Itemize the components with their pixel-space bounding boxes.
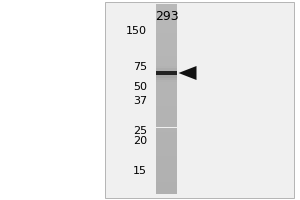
Bar [156, 35, 177, 37]
Bar [156, 168, 177, 170]
Bar [156, 21, 177, 23]
Bar [156, 66, 177, 68]
Bar [156, 144, 177, 146]
Bar [156, 132, 177, 135]
Bar [156, 182, 177, 184]
Bar [156, 40, 177, 42]
Bar [156, 63, 177, 66]
Bar [156, 94, 177, 97]
Bar [156, 123, 177, 125]
Text: 150: 150 [126, 26, 147, 36]
Bar [156, 71, 177, 75]
Bar [156, 47, 177, 49]
Bar [156, 192, 177, 194]
Bar [156, 130, 177, 132]
Bar [105, 2, 294, 198]
Bar [156, 158, 177, 161]
Bar [156, 154, 177, 156]
Bar [156, 6, 177, 9]
Bar [156, 137, 177, 139]
Bar [156, 118, 177, 120]
Bar [156, 82, 177, 85]
Bar [156, 161, 177, 163]
Text: 293: 293 [155, 10, 178, 23]
Bar [156, 18, 177, 21]
Bar [156, 59, 177, 61]
Bar [156, 14, 177, 16]
Bar [156, 142, 177, 144]
Bar [156, 87, 177, 90]
Bar [156, 113, 177, 116]
Bar [156, 68, 177, 71]
Bar [156, 108, 177, 111]
Bar [156, 80, 177, 82]
Text: 37: 37 [133, 96, 147, 106]
Bar [156, 101, 177, 104]
Bar [156, 151, 177, 154]
Bar [156, 78, 177, 80]
Bar [156, 146, 177, 149]
Bar [156, 125, 177, 128]
Bar [156, 28, 177, 30]
Bar [156, 177, 177, 180]
Bar [156, 73, 177, 75]
Bar [156, 116, 177, 118]
Bar [156, 25, 177, 28]
Bar [156, 51, 177, 54]
Bar [156, 187, 177, 189]
Bar [156, 99, 177, 101]
Bar [156, 111, 177, 113]
Bar [156, 37, 177, 40]
Bar [156, 42, 177, 44]
Bar [156, 128, 177, 130]
Bar [156, 135, 177, 137]
Bar [156, 189, 177, 192]
Bar [156, 166, 177, 168]
Bar [156, 4, 177, 6]
Bar [156, 156, 177, 158]
Bar [156, 180, 177, 182]
Text: 50: 50 [133, 82, 147, 92]
Bar [156, 44, 177, 47]
Bar [156, 149, 177, 151]
Bar [156, 71, 177, 73]
Bar [156, 90, 177, 92]
Bar [156, 54, 177, 56]
Bar [156, 92, 177, 94]
Bar [156, 163, 177, 166]
Bar [156, 173, 177, 175]
Bar [156, 97, 177, 99]
Polygon shape [178, 66, 196, 80]
Bar [156, 23, 177, 25]
Bar [156, 104, 177, 106]
Text: 15: 15 [133, 166, 147, 176]
Text: 20: 20 [133, 136, 147, 146]
Bar [156, 106, 177, 108]
Bar [156, 61, 177, 63]
Bar [156, 49, 177, 51]
Bar [156, 16, 177, 18]
Bar [156, 30, 177, 32]
Bar [156, 11, 177, 14]
Text: 75: 75 [133, 62, 147, 72]
Bar [156, 56, 177, 59]
Bar [156, 120, 177, 123]
Bar [156, 32, 177, 35]
Bar [156, 175, 177, 177]
Bar [156, 139, 177, 142]
Text: 25: 25 [133, 126, 147, 136]
Bar [156, 184, 177, 187]
Bar [156, 9, 177, 11]
Bar [156, 170, 177, 173]
Bar [156, 85, 177, 87]
Bar [156, 75, 177, 78]
